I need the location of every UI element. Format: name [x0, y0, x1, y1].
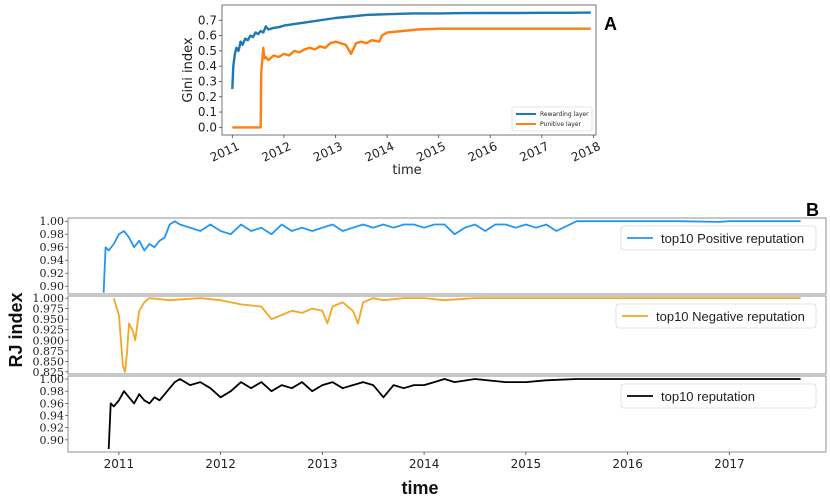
- panel-letter-b: B: [806, 200, 819, 220]
- x-tick-label-b-1: 2012: [205, 457, 236, 471]
- y-tick-label-a-5: 0.5: [198, 44, 217, 58]
- x-tick-label-a-1: 2012: [260, 139, 294, 165]
- y-tick-label-a-3: 0.3: [198, 74, 217, 88]
- x-tick-label-b-0: 2011: [104, 457, 135, 471]
- series-line-a-0: [231, 11, 591, 90]
- subplot-b-2: 0.900.920.940.960.981.00 top10 reputation: [40, 373, 827, 453]
- x-axis-label-b: time: [401, 478, 438, 498]
- x-tick-label-a-7: 2018: [569, 139, 603, 165]
- legend-a: Rewarding layer Punitive layer: [511, 106, 593, 132]
- y-tick-label-b-2-0: 0.90: [40, 434, 65, 447]
- series-line-b-2: [107, 378, 801, 450]
- legend-b-2: top10 reputation: [620, 383, 817, 409]
- y-tick-label-b-0-2: 0.94: [40, 254, 65, 267]
- y-axis-label-b: RJ index: [6, 292, 26, 367]
- x-tick-label-b-2: 2013: [307, 457, 338, 471]
- series-line-b-1: [112, 297, 801, 373]
- x-tick-label-b-4: 2015: [511, 457, 542, 471]
- x-tick-label-a-4: 2015: [414, 139, 448, 165]
- y-tick-label-a-1: 0.1: [198, 105, 217, 119]
- x-tick-label-a-2: 2013: [311, 139, 345, 165]
- legend-box-b-1: [615, 303, 817, 329]
- series-line-b-0: [102, 220, 801, 293]
- subplot-b-0: 0.900.920.940.960.981.00 top10 Positive r…: [40, 215, 827, 295]
- y-tick-label-a-2: 0.2: [198, 90, 217, 104]
- series-line-a-1: [232, 27, 591, 129]
- y-tick-label-b-1-5: 0.950: [33, 313, 65, 326]
- subplot-b-1: 0.8250.8500.8750.9000.9250.9500.9751.000…: [33, 292, 827, 379]
- x-tick-label-b-6: 2017: [714, 457, 745, 471]
- y-tick-label-b-1-4: 0.925: [33, 324, 65, 337]
- y-tick-label-b-1-0: 0.825: [33, 366, 65, 379]
- legend-box-b-0: [620, 225, 817, 251]
- legend-label-b-2: top10 reputation: [661, 389, 755, 404]
- y-tick-label-b-2-4: 0.98: [40, 385, 65, 398]
- y-tick-label-b-2-5: 1.00: [40, 373, 65, 386]
- y-tick-label-b-0-4: 0.98: [40, 228, 65, 241]
- x-tick-label-a-6: 2017: [518, 139, 552, 165]
- legend-label-a-0: Rewarding layer: [540, 111, 589, 118]
- panel-letter-a: A: [604, 14, 617, 34]
- y-tick-label-b-2-3: 0.96: [40, 397, 65, 410]
- y-tick-label-b-0-5: 1.00: [40, 215, 65, 228]
- y-tick-label-a-6: 0.6: [198, 29, 217, 43]
- y-tick-label-a-7: 0.7: [198, 13, 217, 27]
- x-tick-label-b-5: 2016: [612, 457, 643, 471]
- legend-label-b-1: top10 Negative reputation: [656, 309, 805, 324]
- y-tick-label-b-1-6: 0.975: [33, 303, 65, 316]
- legend-label-b-0: top10 Positive reputation: [661, 231, 804, 246]
- y-tick-label-b-0-1: 0.92: [40, 267, 65, 280]
- y-tick-label-b-0-3: 0.96: [40, 241, 65, 254]
- x-tick-label-b-3: 2014: [409, 457, 440, 471]
- y-tick-label-b-2-1: 0.92: [40, 422, 65, 435]
- y-tick-label-b-0-0: 0.90: [40, 280, 65, 293]
- y-tick-label-a-0: 0.0: [198, 120, 217, 134]
- chart-panel-a: 0.00.10.2 0.30.40.50.6 0.7 2011 2012 2013 2014…: [181, 4, 603, 178]
- x-tick-label-a-3: 2014: [363, 139, 397, 165]
- x-tick-label-a-5: 2016: [466, 139, 500, 165]
- y-tick-label-b-2-2: 0.94: [40, 410, 65, 423]
- legend-b-1: top10 Negative reputation: [615, 303, 817, 329]
- y-tick-label-a-4: 0.4: [198, 59, 217, 73]
- x-tick-label-a-0: 2011: [208, 139, 242, 165]
- y-tick-label-b-1-7: 1.000: [33, 292, 65, 305]
- y-tick-label-b-1-1: 0.850: [33, 355, 65, 368]
- legend-label-a-1: Punitive layer: [540, 121, 582, 128]
- y-tick-label-b-1-2: 0.875: [33, 345, 65, 358]
- legend-box-b-2: [620, 383, 817, 409]
- y-tick-label-b-1-3: 0.900: [33, 334, 65, 347]
- x-axis-label-a: time: [392, 163, 421, 178]
- legend-b-0: top10 Positive reputation: [620, 225, 817, 251]
- y-axis-label-a: Gini index: [181, 37, 196, 103]
